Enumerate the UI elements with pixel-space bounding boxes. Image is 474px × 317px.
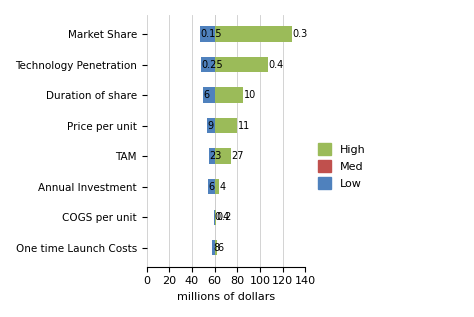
- Text: 0.15: 0.15: [201, 29, 222, 39]
- Bar: [213, 210, 215, 225]
- Bar: [215, 210, 216, 225]
- Text: 23: 23: [210, 151, 222, 161]
- Bar: [215, 26, 292, 42]
- Bar: [215, 118, 237, 133]
- Text: 27: 27: [231, 151, 244, 161]
- Text: 6: 6: [209, 182, 215, 192]
- Bar: [207, 118, 215, 133]
- Legend: High, Med, Low: High, Med, Low: [312, 138, 372, 194]
- Text: 11: 11: [238, 120, 250, 131]
- Bar: [215, 179, 219, 194]
- Text: 0.4: 0.4: [214, 212, 229, 222]
- Text: 8: 8: [213, 243, 219, 253]
- Text: 6: 6: [218, 243, 224, 253]
- Text: 0.4: 0.4: [268, 60, 284, 70]
- Text: 10: 10: [244, 90, 256, 100]
- Bar: [215, 148, 230, 164]
- Text: 4: 4: [220, 182, 226, 192]
- Bar: [209, 148, 215, 164]
- Bar: [215, 57, 268, 72]
- X-axis label: millions of dollars: millions of dollars: [177, 292, 275, 302]
- Bar: [203, 87, 215, 103]
- Text: 0.25: 0.25: [201, 60, 223, 70]
- Bar: [212, 240, 215, 255]
- Bar: [200, 26, 215, 42]
- Text: 0.3: 0.3: [292, 29, 308, 39]
- Bar: [215, 87, 243, 103]
- Bar: [201, 57, 215, 72]
- Text: 6: 6: [204, 90, 210, 100]
- Bar: [215, 240, 217, 255]
- Text: 0.2: 0.2: [216, 212, 232, 222]
- Bar: [208, 179, 215, 194]
- Text: 9: 9: [207, 120, 213, 131]
